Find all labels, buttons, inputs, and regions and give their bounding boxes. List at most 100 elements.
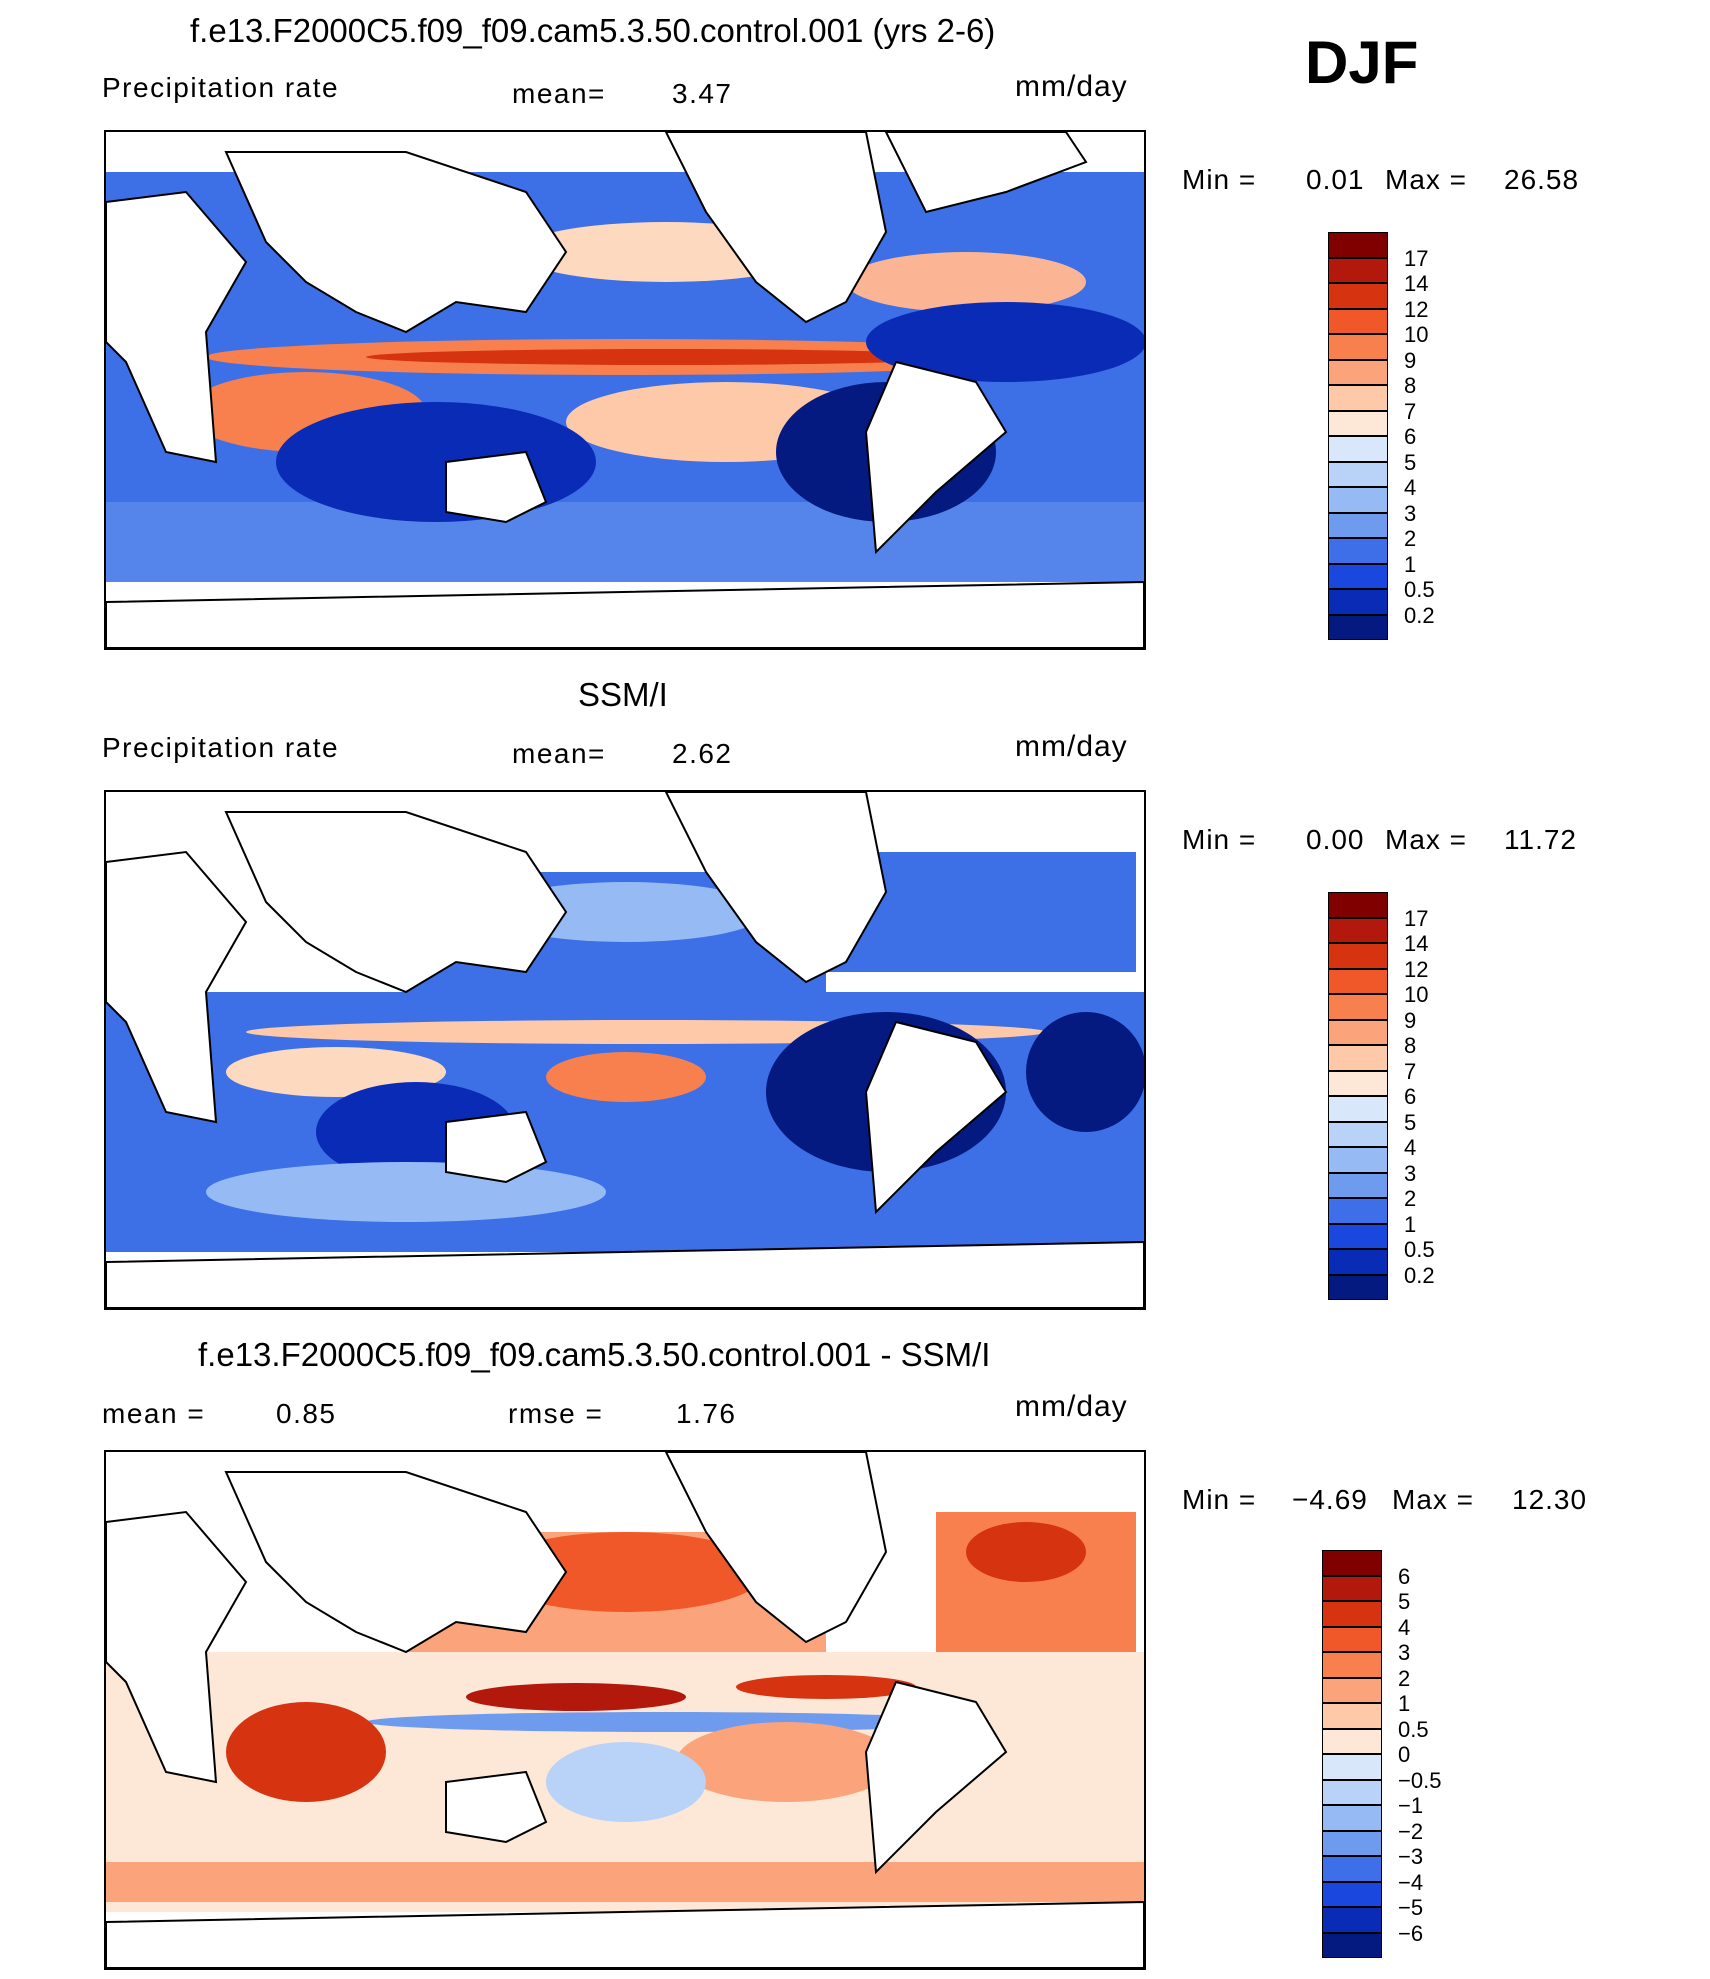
colorbar-swatch: [1328, 257, 1388, 283]
panel3-rmse-label: rmse =: [508, 1398, 604, 1429]
panel3-min-label: Min =: [1182, 1484, 1257, 1515]
colorbar-swatch: [1322, 1652, 1382, 1678]
colorbar-tick-label: 10: [1404, 982, 1429, 1007]
panel1-colorbar: 17 14 12 10 9 8 7 6 5 4 3 2 1 0.5 0.2: [1328, 232, 1435, 640]
panel1-max-value: 26.58: [1504, 164, 1580, 195]
colorbar-swatch: [1328, 589, 1388, 615]
panel3-max-label: Max =: [1392, 1484, 1475, 1515]
colorbar-tick-label: 3: [1404, 1160, 1417, 1186]
colorbar-tick-label: 7: [1404, 1058, 1417, 1084]
colorbar-swatch: [1322, 1805, 1382, 1831]
season-label: DJF: [1305, 29, 1419, 96]
colorbar-tick-label: 4: [1404, 475, 1417, 500]
panel2-max-value: 11.72: [1504, 824, 1577, 855]
colorbar-swatch: [1328, 334, 1388, 360]
colorbar-swatch: [1328, 1172, 1388, 1198]
colorbar-tick-label: 4: [1398, 1614, 1411, 1640]
colorbar-tick-label: −6: [1398, 1920, 1424, 1946]
colorbar-tick-label: 9: [1404, 1007, 1417, 1033]
colorbar-swatch: [1328, 461, 1388, 487]
colorbar-swatch: [1322, 1881, 1382, 1907]
colorbar-swatch: [1328, 308, 1388, 334]
colorbar-swatch: [1328, 436, 1388, 462]
colorbar-tick-label: 8: [1404, 1033, 1417, 1058]
colorbar-swatch: [1322, 1601, 1382, 1627]
colorbar-swatch: [1328, 994, 1388, 1020]
colorbar-tick-label: 0.5: [1398, 1716, 1429, 1742]
colorbar-tick-label: −5: [1398, 1895, 1424, 1920]
colorbar-tick-label: 1: [1404, 551, 1417, 577]
colorbar-tick-label: 0.5: [1404, 577, 1435, 602]
panel3-rmse-value: 1.76: [676, 1398, 737, 1429]
panel3-units: mm/day: [1015, 1390, 1128, 1423]
colorbar-tick-label: 2: [1398, 1665, 1411, 1691]
colorbar-swatch: [1328, 1223, 1388, 1249]
colorbar-swatch: [1322, 1830, 1382, 1856]
colorbar-tick-label: 0.2: [1404, 1262, 1435, 1288]
panel3-title: f.e13.F2000C5.f09_f09.cam5.3.50.control.…: [198, 1336, 991, 1373]
colorbar-tick-label: 17: [1404, 245, 1429, 271]
colorbar-tick-label: 8: [1404, 373, 1417, 398]
panel1-map: [104, 130, 1146, 650]
colorbar-tick-label: −4: [1398, 1869, 1424, 1895]
colorbar-tick-label: −2: [1398, 1818, 1424, 1844]
colorbar-swatch: [1328, 487, 1388, 513]
colorbar-swatch: [1322, 1550, 1382, 1576]
panel3-max-value: 12.30: [1512, 1484, 1588, 1515]
colorbar-tick-label: 5: [1398, 1589, 1411, 1614]
colorbar-swatch: [1328, 563, 1388, 589]
colorbar-swatch: [1322, 1932, 1382, 1958]
colorbar-tick-label: 2: [1404, 526, 1417, 551]
colorbar-tick-label: −1: [1398, 1793, 1424, 1818]
panel1-min-label: Min =: [1182, 164, 1257, 195]
panel2-units: mm/day: [1015, 730, 1128, 763]
colorbar-tick-label: 6: [1404, 1084, 1417, 1109]
colorbar-tick-label: 10: [1404, 322, 1429, 347]
panel3-mean-label: mean =: [102, 1398, 206, 1429]
colorbar-swatch: [1328, 385, 1388, 411]
colorbar-tick-label: 6: [1404, 424, 1417, 449]
panel2-min-value: 0.00: [1306, 824, 1365, 855]
panel1-variable-label: Precipitation rate: [102, 72, 340, 103]
panel3-colorbar: 6 5 4 3 2 1 0.5 0 −0.5 −1 −2 −3 −4 −5 −6: [1322, 1550, 1441, 1958]
colorbar-swatch: [1322, 1907, 1382, 1933]
colorbar-tick-label: 2: [1404, 1186, 1417, 1211]
colorbar-tick-label: 0: [1398, 1742, 1411, 1767]
colorbar-swatch: [1328, 943, 1388, 969]
panel2-map: [104, 790, 1146, 1310]
colorbar-tick-label: 3: [1404, 500, 1417, 526]
colorbar-swatch: [1328, 1249, 1388, 1275]
panel1-units: mm/day: [1015, 70, 1128, 103]
colorbar-swatch: [1328, 614, 1388, 640]
colorbar-swatch: [1328, 410, 1388, 436]
colorbar-swatch: [1328, 232, 1388, 258]
colorbar-swatch: [1328, 512, 1388, 538]
panel1-min-value: 0.01: [1306, 164, 1365, 195]
panel2-mean-label: mean=: [512, 738, 606, 769]
colorbar-swatch: [1322, 1779, 1382, 1805]
panel3-min-value: −4.69: [1292, 1484, 1368, 1515]
colorbar-swatch: [1328, 1274, 1388, 1300]
colorbar-tick-label: 1: [1404, 1211, 1417, 1237]
panel3-mean-value: 0.85: [276, 1398, 337, 1429]
colorbar-tick-label: 4: [1404, 1135, 1417, 1160]
colorbar-swatch: [1322, 1703, 1382, 1729]
colorbar-tick-label: 3: [1398, 1640, 1411, 1665]
colorbar-swatch: [1328, 1019, 1388, 1045]
colorbar-tick-label: 6: [1398, 1563, 1411, 1589]
colorbar-swatch: [1322, 1728, 1382, 1754]
colorbar-tick-label: 14: [1404, 271, 1429, 296]
panel2-min-label: Min =: [1182, 824, 1257, 855]
colorbar-swatch: [1328, 1070, 1388, 1096]
colorbar-tick-label: −3: [1398, 1844, 1424, 1869]
panel1-mean-label: mean=: [512, 78, 606, 109]
colorbar-tick-label: 14: [1404, 931, 1429, 956]
colorbar-tick-label: 5: [1404, 449, 1417, 475]
colorbar-swatch: [1322, 1575, 1382, 1601]
colorbar-swatch: [1328, 359, 1388, 385]
colorbar-tick-label: 12: [1404, 956, 1429, 982]
colorbar-swatch: [1328, 1147, 1388, 1173]
panel1-title: f.e13.F2000C5.f09_f09.cam5.3.50.control.…: [190, 12, 996, 49]
colorbar-tick-label: 12: [1404, 296, 1429, 322]
colorbar-tick-label: 5: [1404, 1109, 1417, 1135]
